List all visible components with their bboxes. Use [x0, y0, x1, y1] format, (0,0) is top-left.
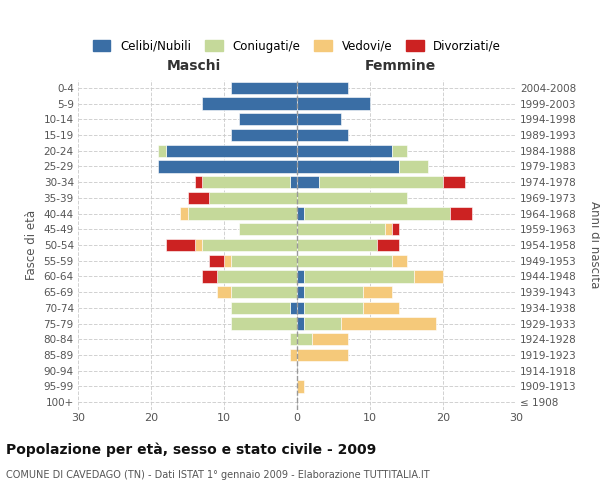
Bar [297, 98, 370, 110]
Text: COMUNE DI CAVEDAGO (TN) - Dati ISTAT 1° gennaio 2009 - Elaborazione TUTTITALIA.I: COMUNE DI CAVEDAGO (TN) - Dati ISTAT 1° … [6, 470, 430, 480]
Bar [443, 176, 465, 188]
Text: Femmine: Femmine [364, 60, 436, 74]
Bar [290, 176, 297, 188]
Bar [304, 302, 363, 314]
Bar [392, 254, 407, 267]
Bar [392, 144, 407, 157]
Bar [239, 223, 297, 235]
Bar [297, 254, 392, 267]
Bar [188, 208, 297, 220]
Bar [195, 176, 202, 188]
Bar [297, 349, 348, 361]
Bar [232, 82, 297, 94]
Bar [297, 129, 348, 141]
Bar [158, 160, 297, 172]
Bar [297, 192, 407, 204]
Bar [166, 144, 297, 157]
Bar [297, 239, 377, 251]
Bar [188, 192, 209, 204]
Bar [239, 113, 297, 126]
Y-axis label: Fasce di età: Fasce di età [25, 210, 38, 280]
Bar [209, 254, 224, 267]
Bar [217, 270, 297, 282]
Bar [217, 286, 232, 298]
Bar [304, 286, 363, 298]
Bar [297, 82, 348, 94]
Bar [297, 208, 304, 220]
Bar [311, 333, 348, 345]
Bar [290, 349, 297, 361]
Bar [202, 176, 290, 188]
Bar [414, 270, 443, 282]
Bar [297, 380, 304, 392]
Bar [297, 113, 341, 126]
Text: Popolazione per età, sesso e stato civile - 2009: Popolazione per età, sesso e stato civil… [6, 442, 376, 457]
Bar [451, 208, 472, 220]
Bar [363, 286, 392, 298]
Bar [341, 318, 436, 330]
Bar [232, 286, 297, 298]
Legend: Celibi/Nubili, Coniugati/e, Vedovi/e, Divorziati/e: Celibi/Nubili, Coniugati/e, Vedovi/e, Di… [93, 40, 501, 52]
Bar [392, 223, 399, 235]
Bar [297, 270, 304, 282]
Bar [385, 223, 392, 235]
Bar [363, 302, 399, 314]
Bar [297, 144, 392, 157]
Y-axis label: Anni di nascita: Anni di nascita [588, 202, 600, 288]
Bar [297, 318, 304, 330]
Bar [209, 192, 297, 204]
Bar [304, 318, 341, 330]
Bar [377, 239, 399, 251]
Bar [304, 270, 414, 282]
Bar [180, 208, 188, 220]
Bar [224, 254, 232, 267]
Text: Maschi: Maschi [167, 60, 221, 74]
Bar [297, 333, 311, 345]
Bar [232, 129, 297, 141]
Bar [304, 208, 451, 220]
Bar [297, 223, 385, 235]
Bar [297, 176, 319, 188]
Bar [290, 302, 297, 314]
Bar [232, 254, 297, 267]
Bar [297, 302, 304, 314]
Bar [232, 318, 297, 330]
Bar [202, 270, 217, 282]
Bar [399, 160, 428, 172]
Bar [166, 239, 195, 251]
Bar [319, 176, 443, 188]
Bar [158, 144, 166, 157]
Bar [202, 98, 297, 110]
Bar [232, 302, 290, 314]
Bar [195, 239, 202, 251]
Bar [297, 160, 399, 172]
Bar [297, 286, 304, 298]
Bar [290, 333, 297, 345]
Bar [202, 239, 297, 251]
